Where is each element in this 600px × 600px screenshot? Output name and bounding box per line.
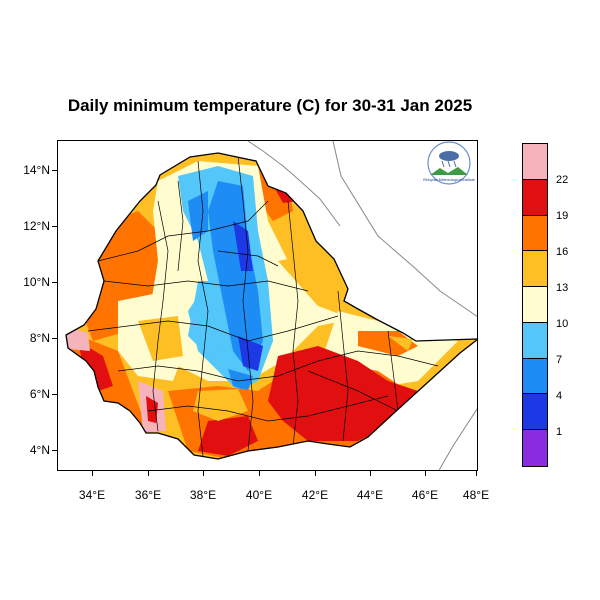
x-tick-mark bbox=[315, 471, 316, 476]
admin-boundaries bbox=[87, 155, 449, 457]
coastline-red-sea bbox=[247, 141, 341, 227]
colorbar-label: 1 bbox=[556, 426, 563, 438]
x-tick-label: 38°E bbox=[189, 488, 217, 502]
x-tick-label: 34°E bbox=[78, 488, 106, 502]
colorbar-label: 19 bbox=[556, 210, 569, 222]
x-tick-label: 46°E bbox=[411, 488, 439, 502]
chart-title: Daily minimum temperature (C) for 30-31 … bbox=[67, 96, 473, 115]
colorbar-segment bbox=[523, 251, 547, 288]
y-tick-label: 12°N bbox=[23, 219, 50, 233]
y-tick-mark bbox=[52, 282, 57, 283]
temperature-map: Ethiopian Meteorological Institute bbox=[65, 141, 477, 470]
y-tick-label: 6°N bbox=[29, 387, 50, 401]
colorbar-segment bbox=[523, 358, 547, 395]
temperature-field bbox=[66, 153, 477, 459]
y-tick-label: 10°N bbox=[23, 275, 50, 289]
x-tick-mark bbox=[92, 471, 93, 476]
colorbar-segment bbox=[523, 430, 547, 466]
colorbar-segment bbox=[523, 394, 547, 431]
y-tick-mark bbox=[52, 170, 57, 171]
x-tick-mark bbox=[476, 471, 477, 476]
y-tick-label: 14°N bbox=[23, 163, 50, 177]
colorbar-label: 10 bbox=[556, 318, 569, 330]
x-tick-label: 48°E bbox=[462, 488, 490, 502]
x-tick-mark bbox=[203, 471, 204, 476]
colorbar-label: 7 bbox=[556, 354, 563, 366]
y-tick-label: 8°N bbox=[29, 331, 50, 345]
colorbar-label: 22 bbox=[556, 174, 569, 186]
x-tick-label: 40°E bbox=[245, 488, 273, 502]
x-tick-label: 36°E bbox=[134, 488, 162, 502]
colorbar-segment bbox=[523, 179, 547, 216]
colorbar-label: 13 bbox=[556, 282, 569, 294]
coastline-gulf-of-aden bbox=[332, 141, 477, 317]
y-tick-mark bbox=[52, 226, 57, 227]
colorbar-segment bbox=[523, 144, 547, 180]
x-tick-label: 44°E bbox=[356, 488, 384, 502]
x-tick-mark bbox=[259, 471, 260, 476]
svg-text:Ethiopian Meteorological Insti: Ethiopian Meteorological Institute bbox=[423, 178, 475, 182]
x-tick-mark bbox=[370, 471, 371, 476]
x-tick-mark bbox=[148, 471, 149, 476]
x-tick-label: 42°E bbox=[301, 488, 329, 502]
colorbar bbox=[522, 143, 548, 467]
y-tick-mark bbox=[52, 338, 57, 339]
colorbar-segment bbox=[523, 287, 547, 323]
y-tick-label: 4°N bbox=[29, 443, 50, 457]
emi-logo: Ethiopian Meteorological Institute bbox=[423, 141, 475, 185]
x-tick-mark bbox=[425, 471, 426, 476]
map-panel: Ethiopian Meteorological Institute bbox=[57, 140, 478, 471]
y-tick-mark bbox=[52, 450, 57, 451]
colorbar-label: 16 bbox=[556, 246, 569, 258]
colorbar-label: 4 bbox=[556, 390, 563, 402]
colorbar-segment bbox=[523, 215, 547, 252]
coastline-somalia bbox=[438, 408, 477, 470]
colorbar-segment bbox=[523, 322, 547, 359]
y-tick-mark bbox=[52, 394, 57, 395]
